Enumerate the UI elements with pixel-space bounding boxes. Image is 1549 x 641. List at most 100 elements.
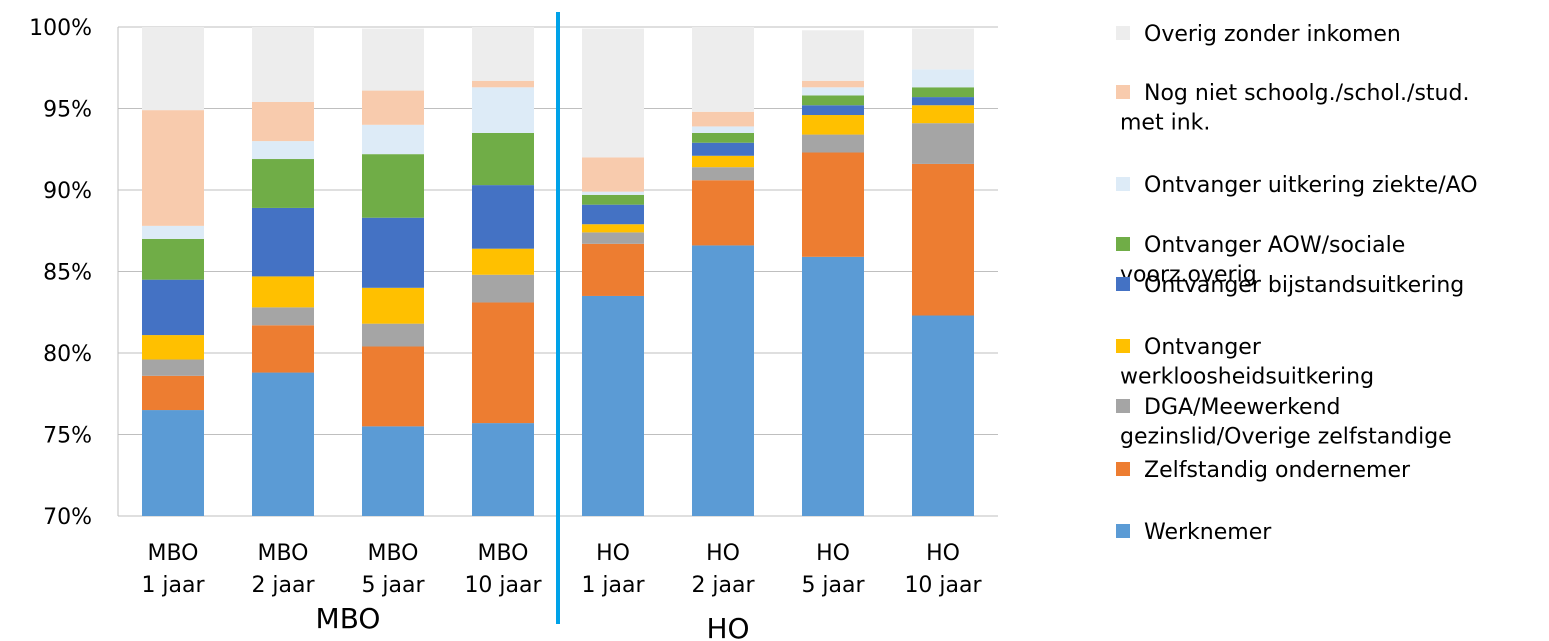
bar-segment [912, 87, 974, 98]
y-tick-label: 95% [43, 98, 92, 123]
bar-segment [362, 154, 424, 218]
bar-segment [582, 28, 644, 158]
legend-swatch [1116, 399, 1130, 413]
bar-segment [252, 276, 314, 308]
bar-segment [802, 80, 864, 88]
legend-label: Ontvanger uitkering ziekte/AO [1144, 173, 1478, 198]
legend-label: met ink. [1120, 111, 1210, 136]
bar-segment [142, 225, 204, 239]
x-tick-label: 5 jaar [801, 573, 865, 598]
legend-label: DGA/Meewerkend [1144, 395, 1340, 420]
bar-segment [142, 27, 204, 111]
x-tick-label: MBO [367, 541, 418, 566]
legend-swatch [1116, 26, 1130, 40]
y-tick-label: 70% [43, 505, 92, 530]
bar-segment [362, 28, 424, 91]
bar-segment [142, 335, 204, 360]
bar-segment [472, 80, 534, 88]
legend-label: Ontvanger [1144, 335, 1262, 360]
x-tick-label: MBO [477, 541, 528, 566]
bar-segment [802, 152, 864, 257]
bar-segment [142, 110, 204, 226]
bar-segment [142, 359, 204, 376]
bar-segment [912, 105, 974, 124]
y-tick-label: 85% [43, 261, 92, 286]
bar-segment [252, 207, 314, 277]
bar-segment [472, 274, 534, 303]
legend-swatch [1116, 339, 1130, 353]
bar-segment [582, 243, 644, 296]
bar-segment [362, 426, 424, 516]
bar-segment [472, 248, 534, 275]
bar-segment [252, 159, 314, 208]
bar-segment [582, 295, 644, 516]
bar-segment [472, 302, 534, 424]
bar-segment [472, 185, 534, 249]
bar-segment [472, 27, 534, 81]
bar-segment [472, 87, 534, 133]
bar-segment [912, 97, 974, 106]
legend-label: Nog niet schoolg./schol./stud. [1144, 81, 1469, 106]
legend-swatch [1116, 277, 1130, 291]
x-tick-label: 2 jaar [691, 573, 755, 598]
x-tick-label: 10 jaar [904, 573, 982, 598]
legend-label: Werknemer [1144, 520, 1272, 545]
bar-segment [252, 27, 314, 102]
bar-segment [362, 90, 424, 125]
bar-segment [802, 134, 864, 153]
legend-swatch [1116, 524, 1130, 538]
bar-segment [692, 27, 754, 112]
y-tick-label: 100% [29, 16, 92, 41]
bar-segment [692, 155, 754, 168]
bar-segment [692, 142, 754, 156]
bar-segment [142, 238, 204, 280]
x-tick-label: HO [926, 541, 960, 566]
bar-segment [912, 69, 974, 88]
group-label: HO [706, 612, 749, 641]
legend-label: Ontvanger AOW/sociale [1144, 233, 1405, 258]
legend-label: Zelfstandig ondernemer [1144, 458, 1411, 483]
x-tick-label: MBO [147, 541, 198, 566]
bar-segment [142, 375, 204, 411]
bar-segment [582, 204, 644, 225]
x-tick-label: 5 jaar [361, 573, 425, 598]
bar-segment [692, 245, 754, 517]
legend-label: voorz.overig [1120, 263, 1257, 288]
bar-segment [472, 132, 534, 186]
legend-swatch [1116, 462, 1130, 476]
bar-segment [912, 315, 974, 516]
bar-segment [912, 28, 974, 70]
bar-segment [142, 410, 204, 516]
legend-label: gezinslid/Overige zelfstandige [1120, 425, 1452, 450]
x-tick-label: MBO [257, 541, 308, 566]
bar-segment [142, 279, 204, 336]
bar-segment [582, 224, 644, 233]
bar-segment [692, 111, 754, 127]
bar-segment [802, 105, 864, 116]
y-tick-label: 75% [43, 424, 92, 449]
x-tick-label: HO [816, 541, 850, 566]
x-tick-label: 1 jaar [581, 573, 645, 598]
bar-segment [802, 87, 864, 96]
bar-segment [802, 115, 864, 135]
bar-segment [252, 307, 314, 326]
bar-segment [362, 323, 424, 347]
x-tick-label: 2 jaar [251, 573, 315, 598]
legend-label: werkloosheidsuitkering [1120, 365, 1374, 390]
bar-segment [802, 30, 864, 81]
legend-swatch [1116, 237, 1130, 251]
bar-segment [912, 163, 974, 316]
bar-segment [582, 194, 644, 205]
bar-segment [692, 132, 754, 143]
bar-segment [692, 126, 754, 133]
x-tick-label: HO [596, 541, 630, 566]
bar-segment [802, 256, 864, 516]
bar-segment [362, 346, 424, 427]
bar-segment [582, 232, 644, 244]
y-tick-label: 80% [43, 342, 92, 367]
bar-segment [582, 191, 644, 195]
group-label: MBO [316, 602, 381, 635]
x-tick-label: 10 jaar [464, 573, 542, 598]
bar-segment [802, 95, 864, 106]
